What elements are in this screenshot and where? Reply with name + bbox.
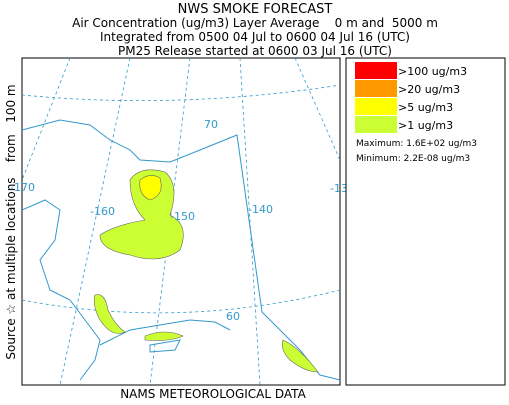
minimum: Minimum: 2.2E-08 ug/m3 <box>356 154 470 164</box>
coastline <box>22 199 101 381</box>
grid-line <box>59 58 131 385</box>
smoke-plume <box>144 331 184 341</box>
maximum: Maximum: 1.6E+02 ug/m3 <box>356 139 477 149</box>
subtitle: Air Concentration (ug/m3) Layer Average … <box>72 16 438 30</box>
legend-label: >5 ug/m3 <box>398 101 453 114</box>
legend-label: >1 ug/m3 <box>398 119 453 132</box>
grid-line <box>22 84 340 102</box>
legend-swatch <box>355 62 397 79</box>
latitude-label: 60 <box>226 310 240 323</box>
map: 70 -170 -160 -150 -140 -130 60 <box>10 57 355 386</box>
longitude-label: -170 <box>10 181 35 194</box>
legend-swatch <box>355 98 397 115</box>
subtitle: PM25 Release started at 0600 03 Jul 16 (… <box>118 44 392 58</box>
title: NWS SMOKE FORECAST <box>178 2 333 17</box>
grid-line <box>239 58 261 385</box>
latitude-label: 70 <box>204 118 218 131</box>
grid-line <box>294 58 340 161</box>
grid-line <box>22 58 71 181</box>
grid-line <box>22 289 340 314</box>
smoke-plume <box>93 294 126 334</box>
coastline <box>22 119 340 381</box>
smoke-plume <box>139 175 162 201</box>
map-frame <box>21 57 341 386</box>
smoke-plume <box>99 169 184 260</box>
legend-label: >100 ug/m3 <box>398 65 467 78</box>
legend-swatch <box>355 80 397 97</box>
footer: NAMS METEOROLOGICAL DATA <box>120 387 306 401</box>
coastline <box>149 339 181 353</box>
longitude-label: -140 <box>248 203 273 216</box>
legend-label: >20 ug/m3 <box>398 83 460 96</box>
longitude-label: -160 <box>90 205 115 218</box>
smoke-plume <box>282 339 319 373</box>
legend: Maximum: 1.6E+02 ug/m3 Minimum: 2.2E-08 … <box>345 57 506 386</box>
legend-swatch <box>355 116 397 133</box>
subtitle: Integrated from 0500 04 Jul to 0600 04 J… <box>100 30 410 44</box>
source-label: Source ☆ at multiple locations from 100 … <box>4 84 18 359</box>
longitude-label: -150 <box>170 210 195 223</box>
coastline <box>99 319 231 346</box>
